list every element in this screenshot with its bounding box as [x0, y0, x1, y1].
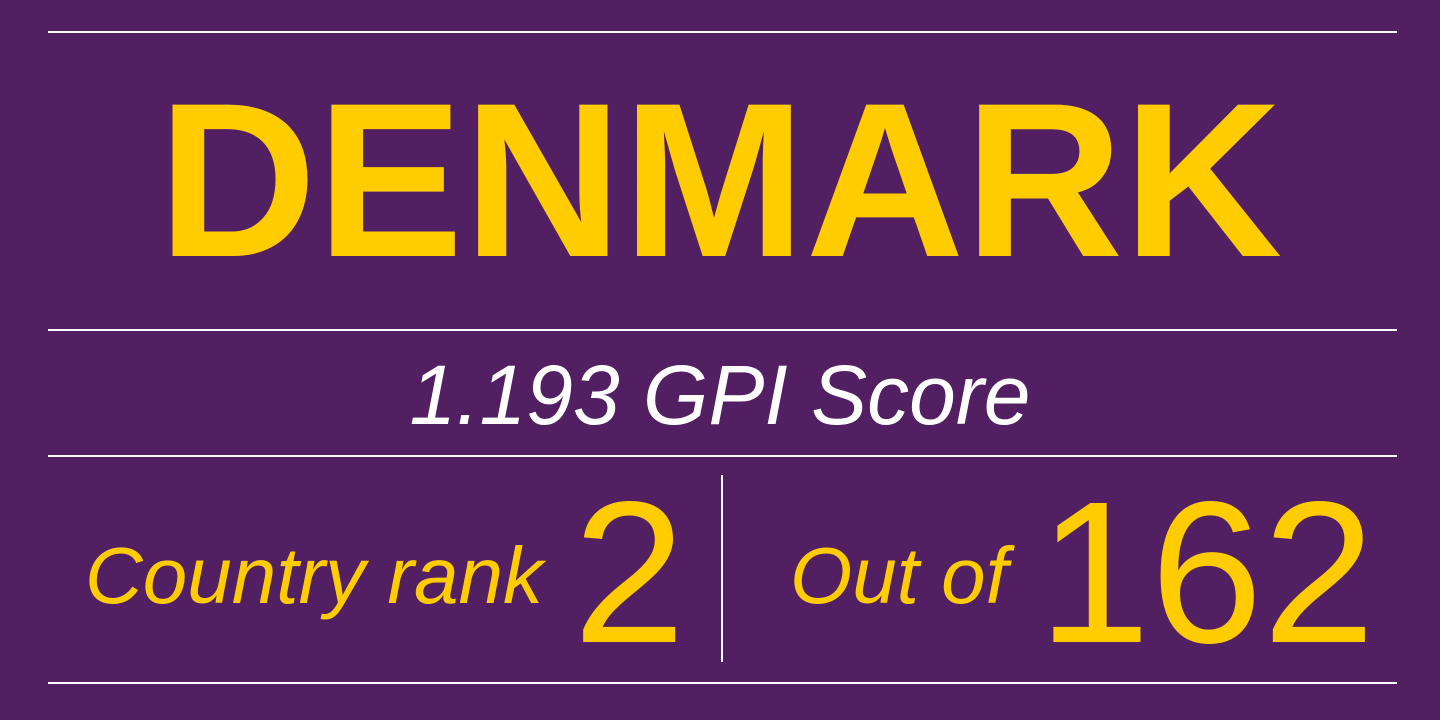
divider-vertical	[721, 475, 723, 662]
total-label: Out of	[790, 531, 1008, 620]
divider-score	[48, 455, 1397, 457]
total-value: 162	[1038, 459, 1376, 685]
divider-top	[48, 31, 1397, 33]
rank-value: 2	[573, 459, 686, 685]
gpi-score: 1.193 GPI Score	[409, 348, 1031, 442]
divider-title	[48, 329, 1397, 331]
divider-bottom	[48, 682, 1397, 684]
rank-label: Country rank	[85, 531, 543, 620]
country-name: DENMARK	[157, 57, 1283, 303]
